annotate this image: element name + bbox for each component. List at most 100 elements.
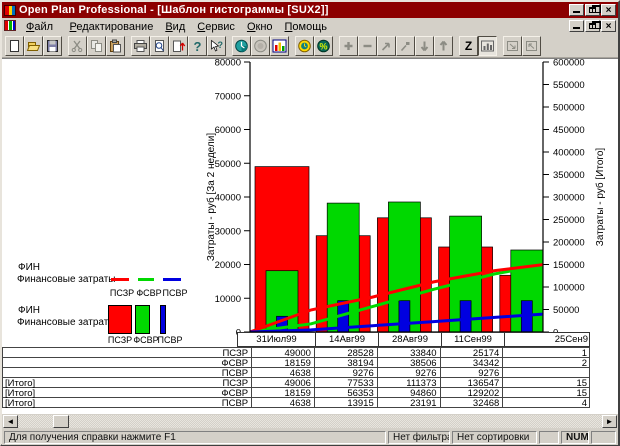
- value-cell: 136547: [441, 378, 504, 387]
- minimize-button[interactable]: [569, 4, 584, 16]
- help-button[interactable]: ?: [188, 36, 207, 56]
- legend-entry-label: ПСЗР: [109, 288, 135, 298]
- table-row[interactable]: ПСЗР 49000 28528 33840 25174 1: [2, 347, 590, 358]
- date-cell[interactable]: 28Авг99: [379, 333, 442, 346]
- date-cell[interactable]: 25Сен9: [554, 334, 588, 345]
- cost-button[interactable]: [295, 36, 314, 56]
- value-cell: 28528: [315, 348, 378, 357]
- new-button[interactable]: [5, 36, 24, 56]
- move-up-button: [434, 36, 453, 56]
- window-split-button: [503, 36, 522, 56]
- histogram-view-toggle[interactable]: [478, 36, 497, 56]
- value-cell: 94860: [378, 388, 441, 397]
- value-cell: 9276: [378, 368, 441, 377]
- value-cell: 49006: [252, 378, 315, 387]
- minimize-icon: [573, 11, 580, 13]
- menu-item[interactable]: Вид: [165, 20, 186, 33]
- print-button[interactable]: [131, 36, 150, 56]
- clock-icon: [235, 39, 248, 53]
- group-label: [Итого]: [5, 378, 36, 389]
- toolbar: ? ? % Z: [2, 33, 618, 58]
- histogram-pane: 0100002000030000400005000060000700008000…: [2, 58, 618, 414]
- date-header-row: 31Июл99 14Авг99 28Авг99 11Сен99 25Сен9: [237, 332, 590, 347]
- value-cell: 23191: [378, 398, 441, 407]
- scroll-left-button[interactable]: ◄: [3, 415, 18, 428]
- scissors-icon: [71, 40, 83, 53]
- table-row[interactable]: ПСВР 4638 9276 9276 9276: [2, 367, 590, 378]
- restore-button[interactable]: [585, 4, 601, 16]
- table-row[interactable]: [Итого] ФСВР 18159 56353 94860 129202 15: [2, 387, 590, 398]
- value-cell: 49000: [252, 348, 315, 357]
- menu-item[interactable]: Файл: [26, 20, 54, 33]
- svg-text:80000: 80000: [215, 59, 241, 69]
- save-button[interactable]: [43, 36, 62, 56]
- help-icon: ?: [194, 39, 202, 53]
- printer-icon: [134, 40, 147, 52]
- value-cell-clipped: 2: [581, 358, 588, 367]
- menu-item[interactable]: Сервис: [197, 20, 235, 33]
- row-header-cell: ПСВР: [3, 368, 253, 378]
- svg-text:?: ?: [217, 40, 223, 50]
- menu-bar: Файл Редактирование Вид Сервис Окно Помощь ×: [2, 18, 618, 33]
- percent-complete-button[interactable]: %: [314, 36, 333, 56]
- value-cell: 13915: [315, 398, 378, 407]
- scroll-right-button[interactable]: ►: [602, 415, 617, 428]
- bar-legend-subtitle: Финансовые затраты: [17, 317, 116, 328]
- print-preview-button[interactable]: [150, 36, 169, 56]
- svg-text:20000: 20000: [215, 260, 241, 271]
- svg-text:600000: 600000: [553, 59, 585, 69]
- svg-text:Затраты - руб [Итого]: Затраты - руб [Итого]: [594, 148, 606, 247]
- menu-item[interactable]: Редактирование: [69, 20, 154, 33]
- add-button: [339, 36, 358, 56]
- svg-text:550000: 550000: [553, 80, 585, 91]
- legend-entry-label: ПСВР: [162, 288, 188, 298]
- legend-bar-green: [135, 305, 150, 334]
- table-row[interactable]: ФСВР 18159 38194 38506 34342 2: [2, 357, 590, 368]
- svg-text:40000: 40000: [215, 193, 241, 204]
- window-restore-pane-icon: [526, 41, 537, 51]
- table-row[interactable]: [Итого] ПСЗР 49006 77533 111373 136547 1…: [2, 377, 590, 388]
- sort-button[interactable]: Z: [459, 36, 478, 56]
- scrollbar-track[interactable]: [18, 415, 602, 428]
- paste-button[interactable]: [106, 36, 125, 56]
- print-preview-icon: [155, 40, 164, 52]
- svg-text:300000: 300000: [553, 193, 585, 204]
- table-row[interactable]: [Итого] ПСВР 4638 13915 23191 32468 4: [2, 397, 590, 408]
- svg-text:%: %: [319, 42, 327, 52]
- time-analysis-button[interactable]: [232, 36, 251, 56]
- open-button[interactable]: [24, 36, 43, 56]
- child-minimize-button[interactable]: [569, 19, 584, 32]
- resource-analysis-button: [251, 36, 270, 56]
- update-button[interactable]: [169, 36, 188, 56]
- legend-dash-red: [111, 278, 129, 281]
- histogram-button[interactable]: [270, 36, 289, 56]
- document-icon[interactable]: [4, 20, 16, 31]
- date-cell[interactable]: 11Сен99: [442, 333, 505, 346]
- value-cell-clipped: 1: [581, 348, 588, 357]
- row-header-cell: ПСЗР: [3, 348, 253, 359]
- z-icon: Z: [464, 39, 473, 53]
- menu-item[interactable]: Окно: [246, 20, 273, 33]
- resource-cost-table: ПСЗР 49000 28528 33840 25174 1 ФСВР 1815…: [2, 347, 590, 408]
- minimize-icon: [573, 26, 580, 29]
- scrollbar-thumb[interactable]: [53, 415, 69, 428]
- legend-entry-label: ПСВР: [157, 335, 183, 345]
- close-button[interactable]: ×: [601, 4, 616, 16]
- menu-item[interactable]: Помощь: [284, 20, 328, 33]
- context-help-button[interactable]: ?: [207, 36, 226, 56]
- date-cell[interactable]: 14Авг99: [316, 333, 379, 346]
- child-restore-button[interactable]: [585, 19, 601, 32]
- date-cell[interactable]: 31Июл99: [238, 333, 316, 346]
- child-close-button[interactable]: ×: [601, 19, 616, 32]
- value-cell: 38194: [315, 358, 378, 367]
- status-bar: Для получения справки нажмите F1 Нет фил…: [2, 429, 618, 445]
- value-cell: 25174: [441, 348, 504, 357]
- indent-arrow-icon: [400, 42, 410, 52]
- svg-text:500000: 500000: [553, 103, 585, 114]
- app-icon: [4, 4, 16, 16]
- histogram-table-icon: [481, 40, 494, 52]
- outdent-button: [377, 36, 396, 56]
- resource-label: ПСЗР: [222, 348, 249, 359]
- row-header-cell: ФСВР: [3, 358, 253, 368]
